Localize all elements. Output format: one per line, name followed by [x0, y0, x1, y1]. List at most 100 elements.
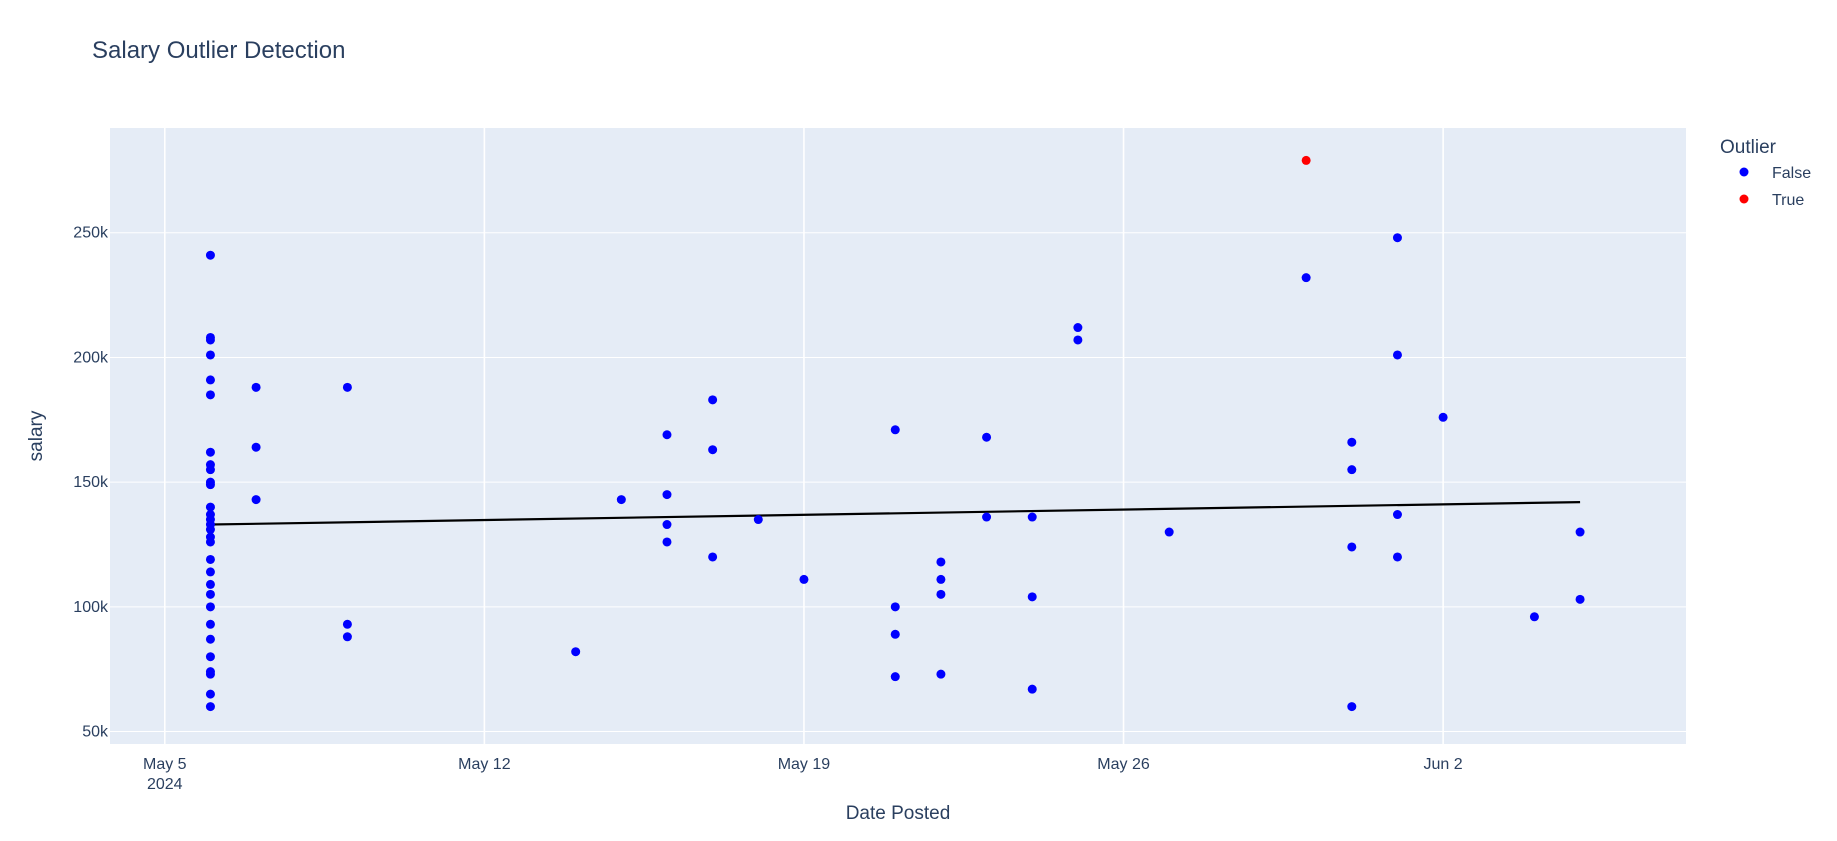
- trendline: [210, 500, 1581, 526]
- x-tick-label: May 19: [778, 756, 831, 773]
- data-point-false: [753, 515, 763, 525]
- data-point-false: [890, 629, 900, 639]
- data-point-false: [205, 589, 215, 599]
- x-tick-label: Jun 2: [1424, 756, 1463, 773]
- data-point-false: [205, 634, 215, 644]
- data-point-false: [936, 574, 946, 584]
- y-tick-label: 50k: [82, 724, 109, 741]
- data-point-false: [708, 445, 718, 455]
- legend-marker: [1739, 167, 1749, 177]
- x-tick-label: May 5: [143, 756, 187, 773]
- data-point-false: [205, 619, 215, 629]
- y-tick-label: 200k: [73, 349, 109, 366]
- data-point-false: [205, 350, 215, 360]
- data-point-false: [205, 554, 215, 564]
- x-tick-sublabel: 2024: [147, 776, 183, 793]
- x-axis-title: Date Posted: [846, 803, 951, 824]
- data-point-false: [205, 502, 215, 512]
- data-point-false: [571, 647, 581, 657]
- data-point-false: [205, 702, 215, 712]
- data-point-false: [342, 632, 352, 642]
- data-point-false: [205, 525, 215, 535]
- data-point-false: [205, 567, 215, 577]
- y-axis-ticks: 50k 100k 150k 200k 250k: [73, 225, 109, 741]
- data-point-false: [890, 672, 900, 682]
- data-point-false: [251, 495, 261, 505]
- data-point-false: [1392, 233, 1402, 243]
- data-point-false: [1392, 552, 1402, 562]
- data-point-false: [982, 512, 992, 522]
- x-axis-ticks: May 5 2024 May 12 May 19 May 26 Jun 2: [143, 756, 1463, 793]
- data-point-false: [1438, 412, 1448, 422]
- data-point-false: [342, 382, 352, 392]
- data-point-false: [205, 335, 215, 345]
- data-point-false: [936, 557, 946, 567]
- data-point-false: [708, 552, 718, 562]
- data-points: [205, 155, 1585, 712]
- data-point-false: [205, 579, 215, 589]
- legend-item-false[interactable]: False: [1739, 165, 1812, 182]
- legend-label: False: [1772, 165, 1811, 182]
- data-point-false: [205, 669, 215, 679]
- data-point-false: [205, 480, 215, 490]
- data-point-false: [662, 490, 672, 500]
- data-point-false: [1575, 527, 1585, 537]
- data-point-false: [936, 589, 946, 599]
- data-point-false: [890, 425, 900, 435]
- legend-items[interactable]: False True: [1739, 165, 1812, 209]
- data-point-false: [936, 669, 946, 679]
- data-point-false: [205, 375, 215, 385]
- data-point-false: [1027, 684, 1037, 694]
- data-point-false: [890, 602, 900, 612]
- data-point-false: [1073, 335, 1083, 345]
- data-point-false: [251, 442, 261, 452]
- legend[interactable]: Outlier False True: [1720, 137, 1811, 209]
- data-point-false: [205, 602, 215, 612]
- data-point-false: [1392, 350, 1402, 360]
- data-point-false: [205, 250, 215, 260]
- y-tick-label: 250k: [73, 225, 109, 242]
- y-tick-label: 150k: [73, 474, 109, 491]
- trendline-group: [210, 500, 1581, 526]
- data-point-false: [1575, 594, 1585, 604]
- y-axis-title: salary: [26, 410, 47, 461]
- data-point-false: [662, 520, 672, 530]
- x-tick-label: May 26: [1097, 756, 1150, 773]
- data-point-false: [708, 395, 718, 405]
- data-point-false: [1073, 323, 1083, 333]
- data-point-false: [342, 619, 352, 629]
- data-point-false: [616, 495, 626, 505]
- data-point-false: [799, 574, 809, 584]
- legend-label: True: [1772, 192, 1804, 209]
- data-point-false: [982, 432, 992, 442]
- data-point-false: [1347, 542, 1357, 552]
- data-point-false: [205, 465, 215, 475]
- gridlines: [110, 128, 1686, 744]
- data-point-false: [662, 430, 672, 440]
- data-point-false: [1529, 612, 1539, 622]
- legend-marker: [1739, 194, 1749, 204]
- legend-item-true[interactable]: True: [1739, 192, 1805, 209]
- data-point-false: [1347, 465, 1357, 475]
- data-point-false: [662, 537, 672, 547]
- chart-title: Salary Outlier Detection: [92, 37, 345, 64]
- data-point-false: [205, 689, 215, 699]
- data-point-true: [1301, 155, 1311, 165]
- data-point-false: [1027, 592, 1037, 602]
- legend-title: Outlier: [1720, 137, 1777, 158]
- data-point-false: [205, 537, 215, 547]
- data-point-false: [251, 382, 261, 392]
- data-point-false: [205, 447, 215, 457]
- data-point-false: [1347, 437, 1357, 447]
- data-point-false: [1164, 527, 1174, 537]
- data-point-false: [1301, 273, 1311, 283]
- x-tick-label: May 12: [458, 756, 511, 773]
- data-point-false: [205, 390, 215, 400]
- data-point-false: [205, 652, 215, 662]
- data-point-false: [1347, 702, 1357, 712]
- plot-area: [110, 128, 1686, 744]
- data-point-false: [1027, 512, 1037, 522]
- data-point-false: [1392, 510, 1402, 520]
- y-tick-label: 100k: [73, 599, 109, 616]
